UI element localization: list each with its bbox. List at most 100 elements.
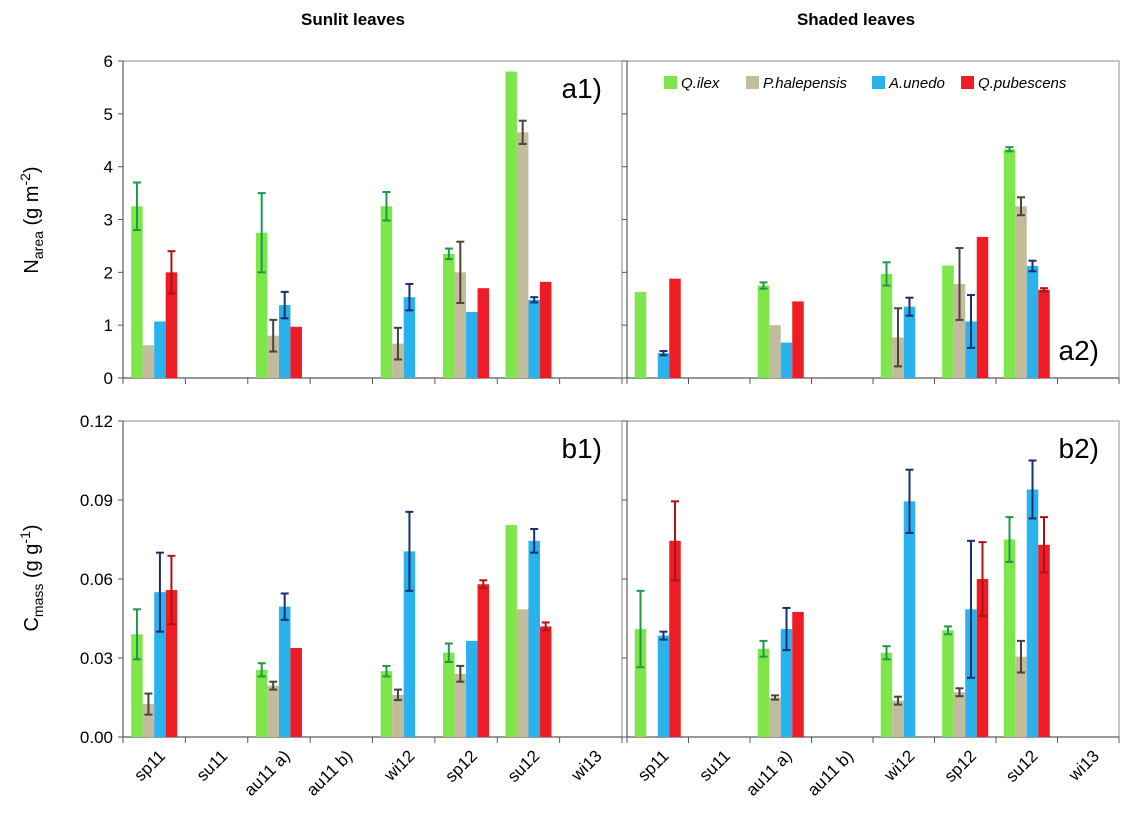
x-tick-label-wi12: wi12 [380, 746, 419, 785]
bar-p-halepensis-sp12 [953, 692, 966, 737]
y-axis-title-row-0-sub: area [30, 231, 46, 259]
bar-p-halepensis-au11-a [769, 325, 781, 378]
bar-p-halepensis-wi12 [892, 700, 904, 737]
y-axis-title-row-1-sub: mass [30, 584, 46, 617]
bar-q-pubescens-au11-a [792, 611, 804, 737]
bar-q-ilex-sp12 [443, 652, 455, 737]
svg-text:Narea (g m-2): Narea (g m-2) [17, 166, 46, 273]
bar-p-halepensis-au11-a [267, 685, 279, 737]
bar-a-unedo-au11-a [780, 342, 793, 378]
bar-q-pubescens-su12 [539, 281, 552, 378]
bar-p-halepensis-wi12 [392, 694, 404, 737]
bar-q-ilex-au11-a [255, 669, 268, 737]
bar-p-halepensis-sp12 [454, 673, 467, 737]
bar-a-unedo-wi12 [903, 306, 916, 378]
bar-a-unedo-su12 [528, 299, 540, 378]
x-tick-label-au11-a: au11 a) [240, 746, 293, 799]
bar-p-halepensis-sp11 [142, 704, 155, 737]
bar-q-ilex-au11-a [757, 648, 770, 737]
bar-p-halepensis-sp12 [454, 272, 467, 378]
legend-swatch-p-halepensis [746, 76, 759, 89]
bar-q-pubescens-sp11 [165, 272, 178, 378]
panel-label-a2: a2) [1059, 335, 1099, 366]
bar-a-unedo-wi12 [403, 551, 416, 737]
y-axis-title-row-1-sup: -1 [17, 531, 33, 544]
x-tick-label-sp12: sp12 [441, 746, 481, 786]
x-tick-label-wi12: wi12 [880, 746, 919, 785]
y-tick-label: 6 [104, 52, 113, 71]
bar-q-pubescens-sp11 [669, 278, 681, 378]
bar-a-unedo-su12 [1026, 265, 1039, 378]
bar-q-pubescens-sp12 [976, 579, 989, 737]
x-tick-label-su12: su12 [1002, 746, 1042, 786]
panel-label-a1: a1) [562, 73, 602, 104]
bar-p-halepensis-su12 [1015, 206, 1027, 378]
y-tick-label: 2 [104, 263, 113, 282]
x-tick-label-sp11: sp11 [634, 746, 673, 785]
bar-q-ilex-sp11 [634, 629, 647, 737]
x-tick-label-su11: su11 [193, 746, 232, 785]
x-tick-label-au11-b: au11 b) [303, 746, 356, 799]
bar-a-unedo-au11-a [278, 606, 291, 737]
bar-q-ilex-wi12 [880, 652, 893, 737]
y-tick-label: 5 [104, 105, 113, 124]
column-title-shaded: Shaded leaves [797, 10, 915, 29]
y-tick-label: 3 [104, 211, 113, 230]
x-tick-label-au11-a: au11 a) [742, 746, 795, 799]
bar-q-pubescens-su12 [1038, 289, 1050, 378]
legend-swatch-q-ilex [664, 76, 677, 89]
bar-a-unedo-sp12 [466, 311, 478, 378]
panel-b2: sp11 su11 au11 a) au11 b) wi12 sp12 su12 wi13 b2… [622, 420, 1120, 800]
bar-p-halepensis-su12 [516, 132, 529, 378]
bar-q-ilex-wi12 [880, 273, 893, 378]
bar-a-unedo-sp11 [154, 321, 166, 378]
x-tick-label-sp12: sp12 [941, 746, 981, 786]
y-axis-title-row-1-base: C [21, 617, 43, 631]
bar-q-pubescens-su12 [1038, 544, 1050, 737]
y-axis-title-row-1: Cmass (g g-1) [17, 524, 46, 631]
bar-q-ilex-sp12 [443, 253, 455, 378]
bar-a-unedo-au11-a [780, 629, 793, 737]
bar-q-ilex-sp11 [131, 634, 143, 737]
legend-label-q-ilex: Q.ilex [681, 75, 720, 92]
bar-q-ilex-wi12 [380, 206, 393, 378]
y-tick-label: 0.12 [80, 412, 113, 431]
y-tick-label: 4 [104, 158, 113, 177]
y-axis-title-row-0-unit: (g m [21, 186, 43, 232]
bar-p-halepensis-wi12 [392, 343, 404, 378]
bar-q-ilex-su12 [505, 71, 517, 379]
x-tick-label-su11: su11 [695, 746, 734, 785]
legend-label-q-pubescens: Q.pubescens [978, 75, 1067, 92]
legend-label-p-halepensis: P.halepensis [763, 75, 847, 92]
y-axis-title-row-0-sup: -2 [17, 173, 33, 186]
legend-label-a-unedo: A.unedo [888, 75, 945, 92]
bar-a-unedo-au11-a [278, 305, 291, 378]
bar-q-ilex-wi12 [380, 671, 393, 737]
bar-q-pubescens-sp11 [669, 540, 681, 737]
panel-b1: 0.00 0.03 0.06 0.09 0.12 sp11 su11 au11 a) au11 … [80, 412, 623, 800]
x-tick-label-wi13: wi13 [1064, 746, 1103, 785]
x-tick-label-wi13: wi13 [567, 746, 606, 785]
panel-label-b2: b2) [1059, 433, 1099, 464]
bar-q-pubescens-sp12 [976, 236, 989, 378]
bar-q-pubescens-sp11 [165, 590, 178, 737]
bar-p-halepensis-au11-a [267, 335, 279, 378]
bar-p-halepensis-sp12 [953, 283, 966, 378]
bar-q-pubescens-sp12 [477, 288, 490, 378]
bar-p-halepensis-su12 [516, 609, 529, 737]
y-tick-label: 0.03 [80, 649, 113, 668]
y-tick-label: 0.09 [80, 491, 113, 510]
bar-a-unedo-sp11 [154, 592, 166, 737]
bar-p-halepensis-su12 [1015, 656, 1027, 737]
bar-p-halepensis-au11-a [769, 697, 781, 737]
bar-q-ilex-su12 [1003, 149, 1016, 378]
x-tick-label-su12: su12 [504, 746, 544, 786]
y-axis-title-row-0-close: ) [21, 166, 43, 173]
bar-q-pubescens-au11-a [290, 326, 302, 378]
panel-label-b1: b1) [562, 433, 602, 464]
bar-a-unedo-wi12 [403, 297, 416, 378]
legend-swatch-a-unedo [872, 76, 885, 89]
bar-q-ilex-sp12 [942, 265, 954, 378]
bar-a-unedo-sp11 [657, 353, 670, 378]
